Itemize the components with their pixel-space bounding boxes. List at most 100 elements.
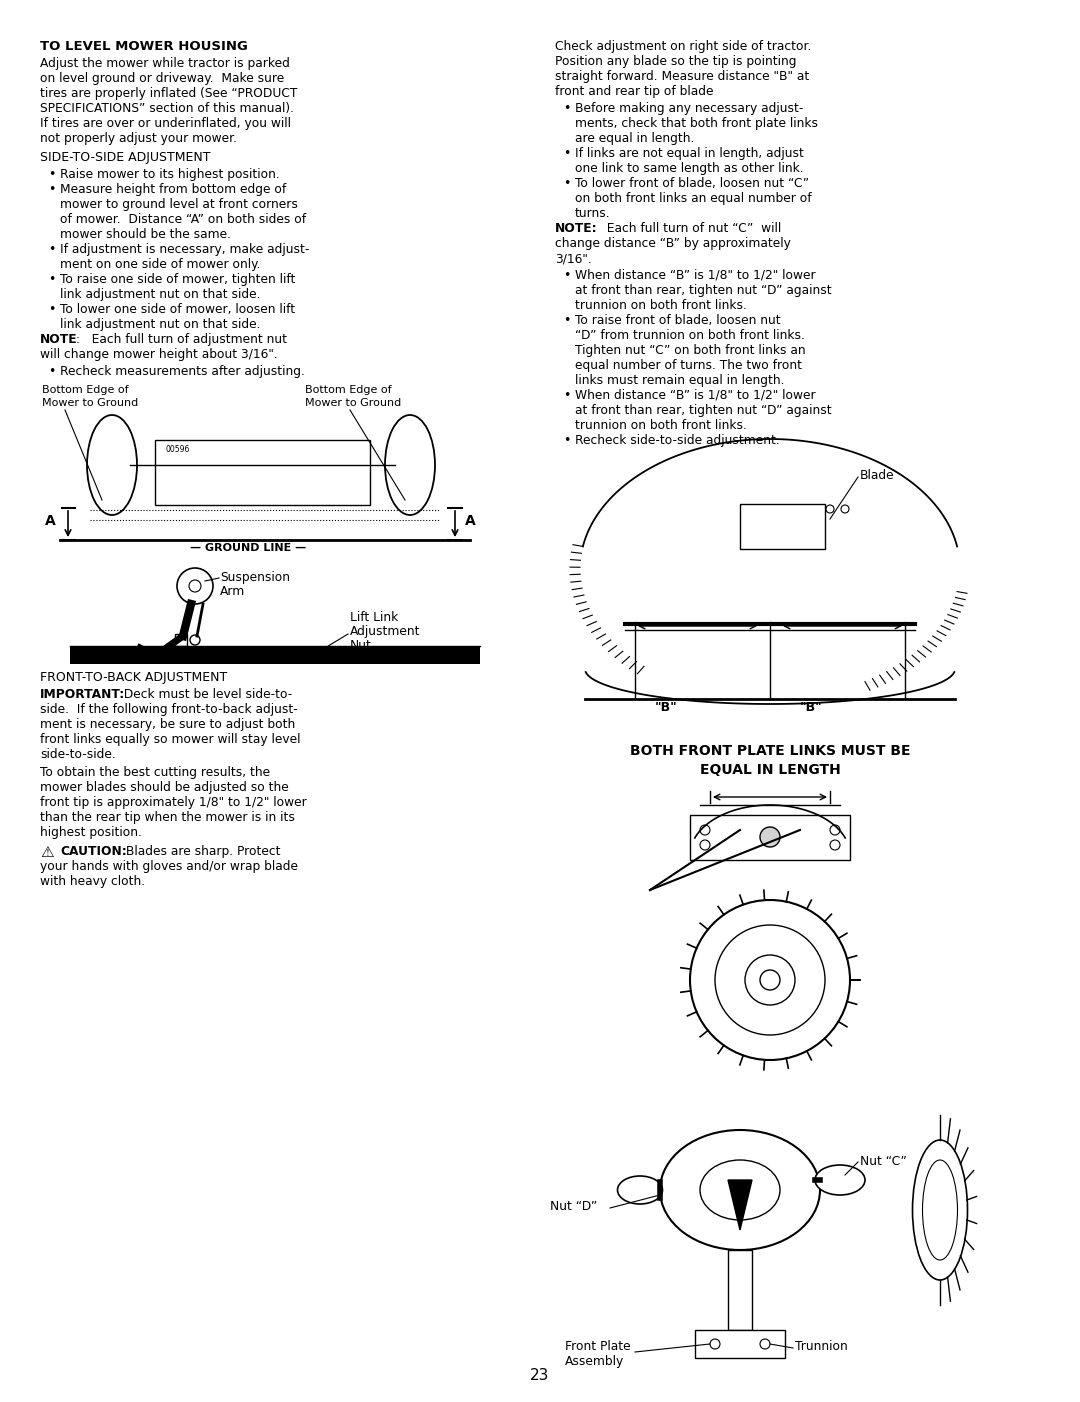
Text: •: • — [563, 314, 570, 327]
Text: NOTE: NOTE — [40, 334, 78, 346]
Text: TO LEVEL MOWER HOUSING: TO LEVEL MOWER HOUSING — [40, 41, 248, 53]
Bar — [690, 815, 850, 859]
Circle shape — [841, 505, 849, 513]
Text: side.  If the following front-to-back adjust-: side. If the following front-to-back adj… — [40, 702, 298, 716]
Text: equal number of turns. The two front: equal number of turns. The two front — [575, 359, 802, 372]
Text: A: A — [465, 515, 476, 529]
Text: mower to ground level at front corners: mower to ground level at front corners — [60, 198, 298, 210]
Text: To obtain the best cutting results, the: To obtain the best cutting results, the — [40, 765, 270, 780]
Text: turns.: turns. — [575, 207, 610, 220]
Bar — [740, 503, 825, 550]
Text: Nut: Nut — [350, 639, 372, 652]
Ellipse shape — [384, 415, 435, 515]
Text: Suspension: Suspension — [220, 571, 291, 585]
Text: front links equally so mower will stay level: front links equally so mower will stay l… — [40, 733, 300, 746]
Text: "B": "B" — [654, 701, 678, 714]
Text: Adjust the mower while tractor is parked: Adjust the mower while tractor is parked — [40, 57, 289, 70]
Text: Recheck side-to-side adjustment.: Recheck side-to-side adjustment. — [575, 435, 780, 447]
Text: at front than rear, tighten nut “D” against: at front than rear, tighten nut “D” agai… — [575, 285, 832, 297]
Text: tires are properly inflated (See “PRODUCT: tires are properly inflated (See “PRODUC… — [40, 87, 297, 100]
Text: If tires are over or underinflated, you will: If tires are over or underinflated, you … — [40, 116, 291, 130]
Bar — [156, 440, 370, 505]
Text: When distance “B” is 1/8" to 1/2" lower: When distance “B” is 1/8" to 1/2" lower — [575, 388, 815, 402]
Text: Front Plate: Front Plate — [565, 1340, 631, 1353]
Circle shape — [831, 840, 840, 850]
Ellipse shape — [913, 1140, 968, 1280]
Text: •: • — [563, 269, 570, 282]
Text: To raise front of blade, loosen nut: To raise front of blade, loosen nut — [575, 314, 781, 327]
Text: •: • — [48, 243, 55, 257]
Text: Check adjustment on right side of tractor.: Check adjustment on right side of tracto… — [555, 41, 811, 53]
Text: To lower front of blade, loosen nut “C”: To lower front of blade, loosen nut “C” — [575, 177, 809, 191]
Text: on level ground or driveway.  Make sure: on level ground or driveway. Make sure — [40, 72, 284, 86]
Text: ment on one side of mower only.: ment on one side of mower only. — [60, 258, 260, 271]
Text: your hands with gloves and/or wrap blade: your hands with gloves and/or wrap blade — [40, 859, 298, 873]
Circle shape — [760, 827, 780, 847]
Text: side-to-side.: side-to-side. — [40, 749, 116, 761]
Text: •: • — [48, 168, 55, 181]
Ellipse shape — [815, 1165, 865, 1195]
Text: “D” from trunnion on both front links.: “D” from trunnion on both front links. — [575, 329, 805, 342]
Circle shape — [690, 900, 850, 1060]
Text: •: • — [48, 184, 55, 196]
Text: Measure height from bottom edge of: Measure height from bottom edge of — [60, 184, 286, 196]
Text: If links are not equal in length, adjust: If links are not equal in length, adjust — [575, 147, 804, 160]
Text: Position any blade so the tip is pointing: Position any blade so the tip is pointin… — [555, 55, 797, 69]
Text: will change mower height about 3/16".: will change mower height about 3/16". — [40, 348, 278, 360]
Bar — [696, 1330, 785, 1359]
Ellipse shape — [618, 1176, 662, 1204]
Text: •: • — [563, 147, 570, 160]
Text: IMPORTANT:: IMPORTANT: — [40, 688, 125, 701]
Text: mower should be the same.: mower should be the same. — [60, 229, 231, 241]
Text: link adjustment nut on that side.: link adjustment nut on that side. — [60, 318, 260, 331]
Text: ⚠: ⚠ — [40, 845, 54, 859]
Circle shape — [760, 1339, 770, 1349]
Text: ment is necessary, be sure to adjust both: ment is necessary, be sure to adjust bot… — [40, 718, 295, 730]
Text: •: • — [48, 365, 55, 379]
Text: Each full turn of nut “C”  will: Each full turn of nut “C” will — [599, 222, 781, 236]
Text: •: • — [563, 388, 570, 402]
Text: Before making any necessary adjust-: Before making any necessary adjust- — [575, 102, 804, 115]
Text: links must remain equal in length.: links must remain equal in length. — [575, 374, 784, 387]
Text: than the rear tip when the mower is in its: than the rear tip when the mower is in i… — [40, 810, 295, 824]
Text: are equal in length.: are equal in length. — [575, 132, 694, 144]
Circle shape — [826, 505, 834, 513]
Text: Trunnion: Trunnion — [795, 1340, 848, 1353]
Text: "B": "B" — [800, 701, 823, 714]
Text: CAUTION:: CAUTION: — [60, 845, 126, 858]
Text: Blade: Blade — [860, 470, 894, 482]
Text: on both front links an equal number of: on both front links an equal number of — [575, 192, 812, 205]
Ellipse shape — [700, 1159, 780, 1220]
Text: Adjustment: Adjustment — [350, 625, 420, 638]
Ellipse shape — [87, 415, 137, 515]
Text: Mower to Ground: Mower to Ground — [305, 398, 402, 408]
Text: To raise one side of mower, tighten lift: To raise one side of mower, tighten lift — [60, 273, 295, 286]
Text: Lift Link: Lift Link — [350, 611, 399, 624]
Circle shape — [189, 580, 201, 592]
Circle shape — [177, 568, 213, 604]
Circle shape — [700, 824, 710, 836]
Polygon shape — [728, 1180, 752, 1230]
Text: •: • — [48, 273, 55, 286]
Text: Blades are sharp. Protect: Blades are sharp. Protect — [122, 845, 281, 858]
Text: If adjustment is necessary, make adjust-: If adjustment is necessary, make adjust- — [60, 243, 309, 257]
Text: highest position.: highest position. — [40, 826, 141, 838]
Text: A: A — [45, 515, 56, 529]
Text: 00596: 00596 — [165, 444, 189, 454]
Text: trunnion on both front links.: trunnion on both front links. — [575, 419, 747, 432]
Text: Recheck measurements after adjusting.: Recheck measurements after adjusting. — [60, 365, 305, 379]
Circle shape — [831, 824, 840, 836]
Text: SIDE-TO-SIDE ADJUSTMENT: SIDE-TO-SIDE ADJUSTMENT — [40, 151, 211, 164]
Text: BOTH FRONT PLATE LINKS MUST BE: BOTH FRONT PLATE LINKS MUST BE — [630, 744, 910, 758]
Text: one link to same length as other link.: one link to same length as other link. — [575, 163, 804, 175]
Circle shape — [715, 925, 825, 1035]
Text: 3/16".: 3/16". — [555, 252, 592, 265]
Circle shape — [190, 635, 200, 645]
Text: •: • — [48, 303, 55, 315]
Text: at front than rear, tighten nut “D” against: at front than rear, tighten nut “D” agai… — [575, 404, 832, 416]
Bar — [728, 1251, 752, 1330]
Text: ments, check that both front plate links: ments, check that both front plate links — [575, 116, 818, 130]
Text: front tip is approximately 1/8" to 1/2" lower: front tip is approximately 1/8" to 1/2" … — [40, 796, 307, 809]
Text: To lower one side of mower, loosen lift: To lower one side of mower, loosen lift — [60, 303, 295, 315]
Text: SPECIFICATIONS” section of this manual).: SPECIFICATIONS” section of this manual). — [40, 102, 294, 115]
